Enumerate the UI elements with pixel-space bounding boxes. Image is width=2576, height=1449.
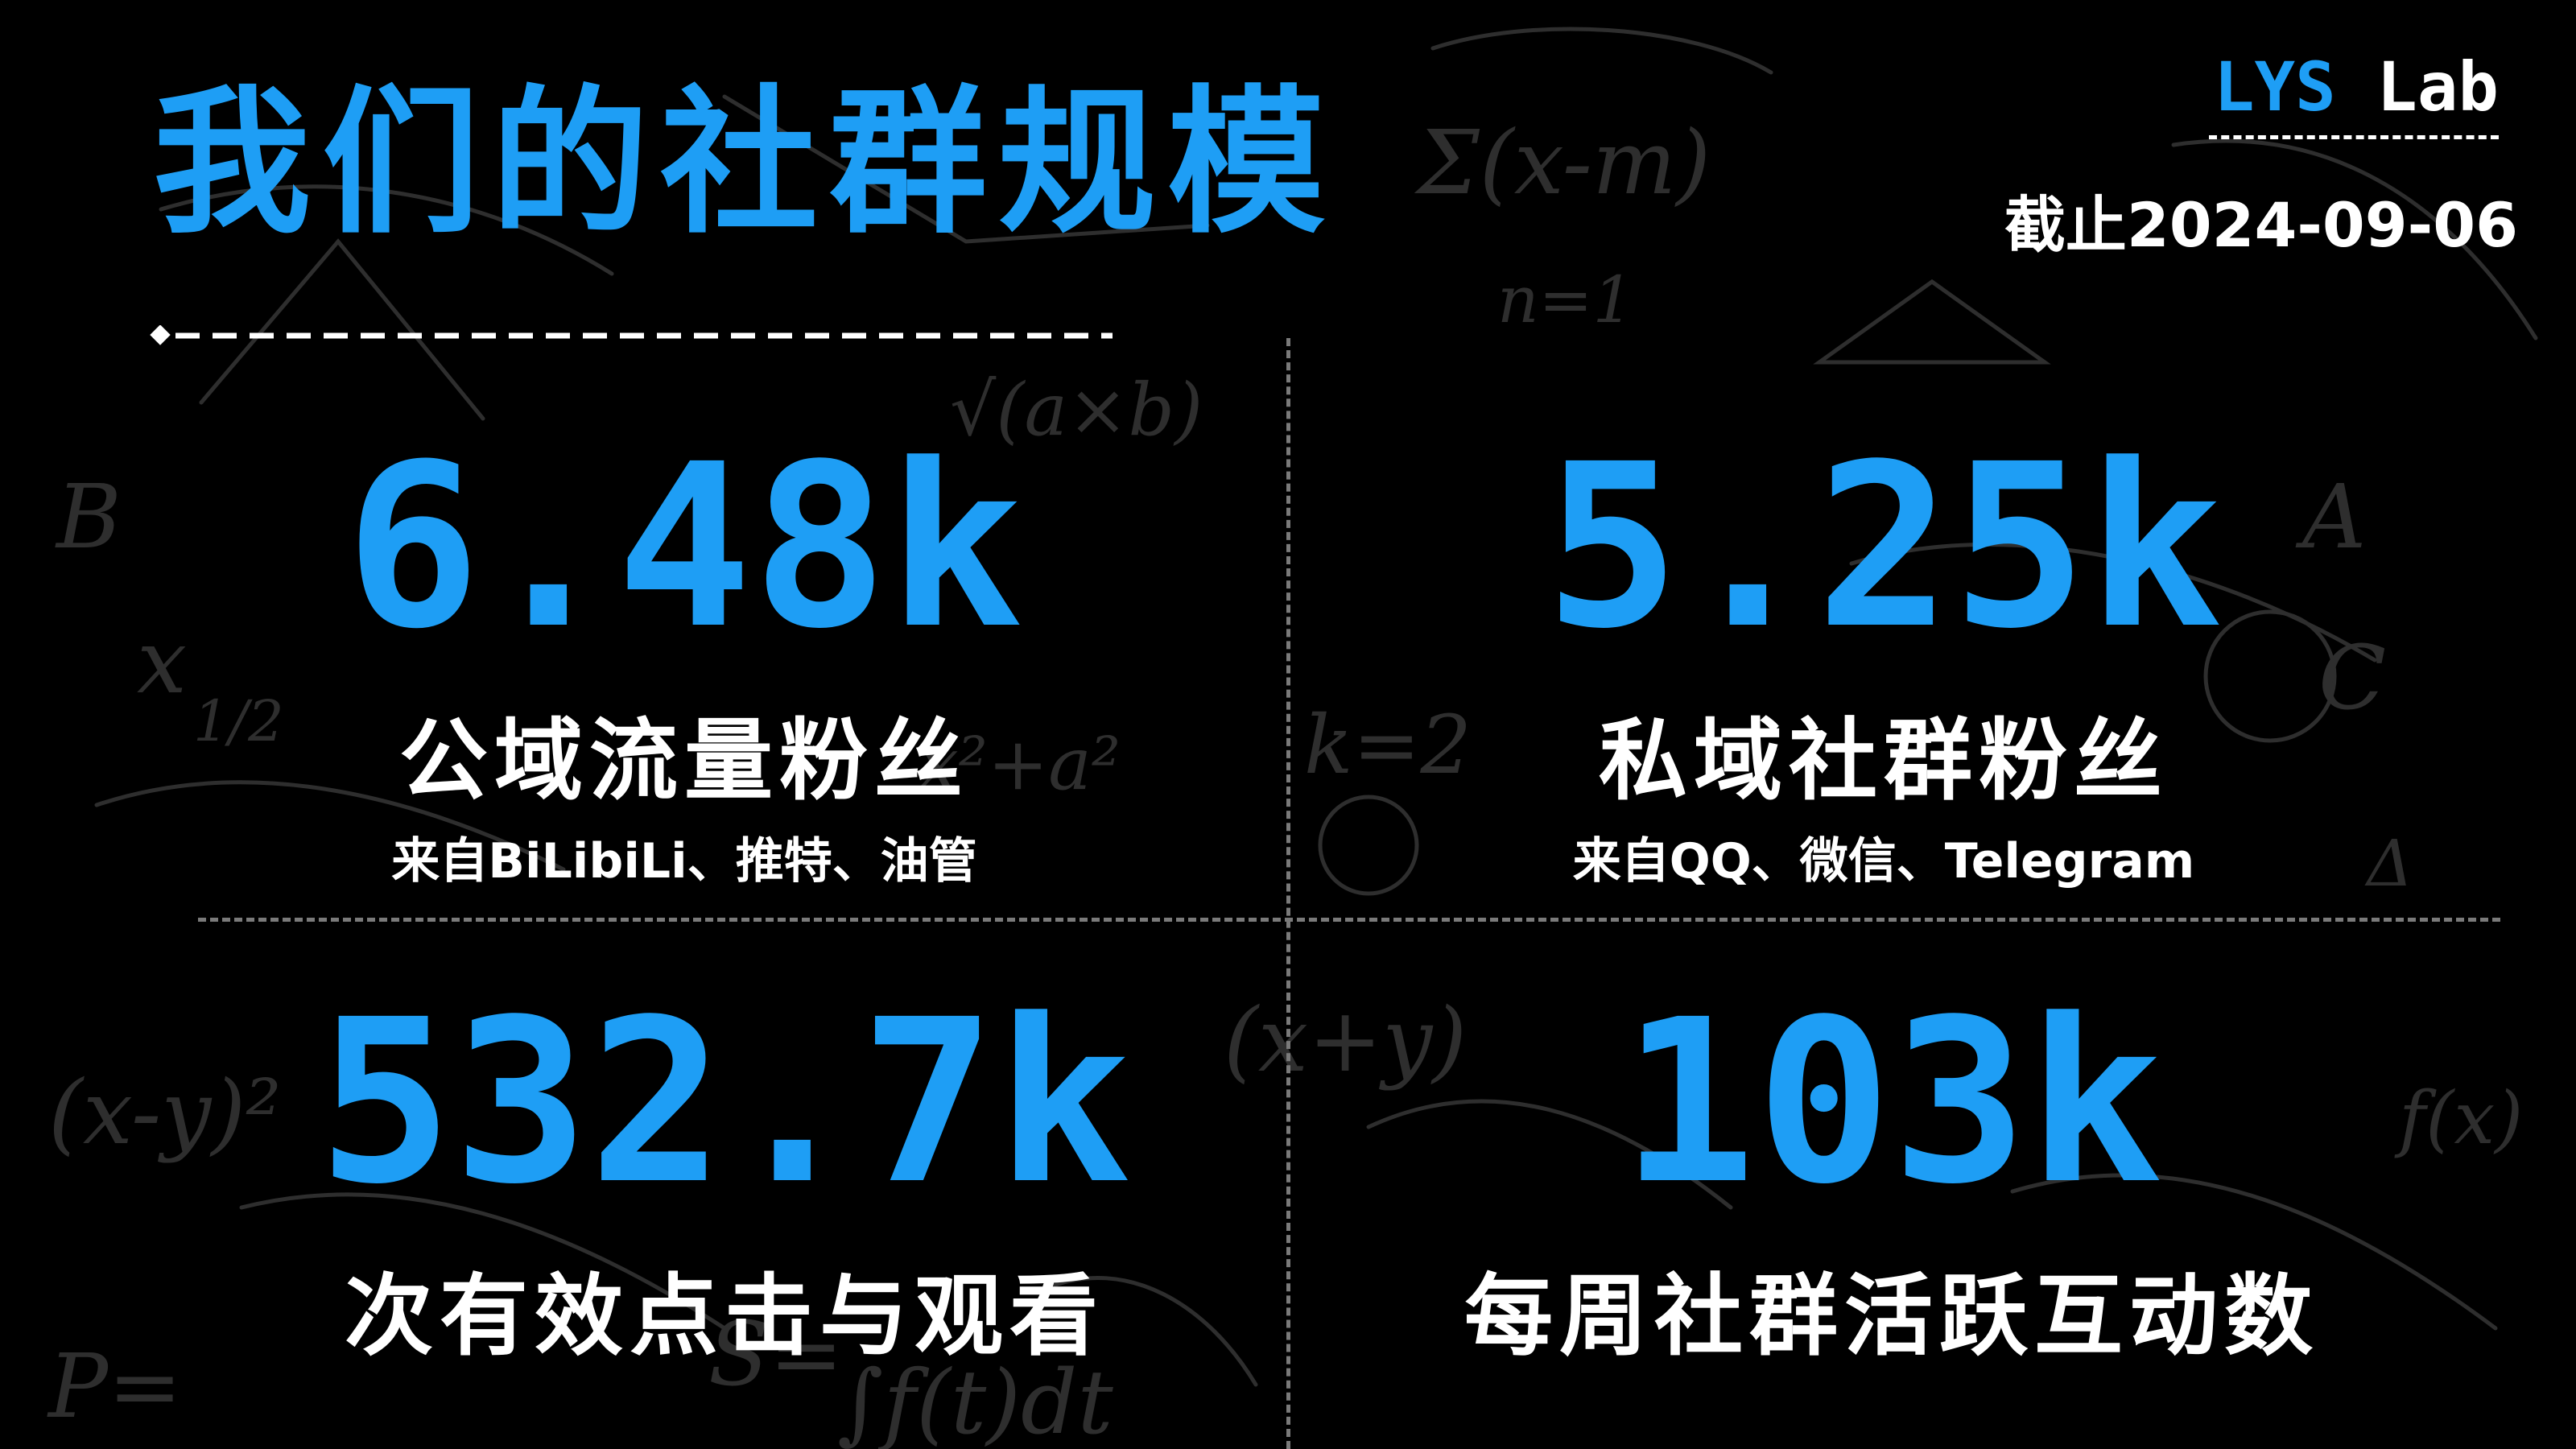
stat-weekly-interactions: 103k 每周社群活跃互动数 (1401, 990, 2383, 1360)
brand-name-part1: LYS (2213, 47, 2336, 126)
page-title: 我们的社群规模 (153, 72, 1337, 255)
bg-formula-17: Δ (2364, 826, 2413, 901)
bg-formula-8: k=2 (1304, 698, 1472, 792)
stat-label: 私域社群粉丝 (1599, 709, 2169, 812)
bg-formula-14: ∫f(t)dt (837, 1351, 1113, 1449)
stat-value: 5.25k (1544, 416, 2223, 679)
stat-label: 每周社群活跃互动数 (1464, 1265, 2319, 1368)
bg-formula-6: 1/2 (193, 688, 284, 754)
bg-formula-1: Σ(x-m) (1414, 111, 1711, 214)
bg-formula-5: x (137, 610, 187, 713)
stat-value: 532.7k (317, 972, 1132, 1234)
stat-label: 次有效点击与观看 (345, 1265, 1104, 1368)
bg-formula-15: A (2295, 465, 2366, 568)
brand-name: LYS Lab (2209, 53, 2499, 121)
bg-formula-9: (x-y)² (48, 1061, 281, 1164)
stat-views: 532.7k 次有效点击与观看 (193, 990, 1256, 1360)
diamond-icon (150, 325, 171, 345)
brand-underline (2209, 135, 2499, 139)
bg-formula-3: √(a×b) (950, 368, 1203, 452)
stat-value: 6.48k (345, 416, 1024, 679)
bg-formula-2: n=1 (1497, 262, 1633, 337)
bg-formula-4: B (55, 465, 122, 568)
bg-formula-10: (x+y) (1224, 989, 1467, 1092)
stat-value: 103k (1620, 972, 2164, 1234)
cutoff-date: 截止2024-09-06 (2004, 189, 2518, 261)
brand-logo: LYS Lab (2209, 53, 2499, 139)
stat-source: 来自QQ、微信、Telegram (1572, 833, 2195, 890)
stat-source: 来自BiLibiLi、推特、油管 (391, 833, 977, 890)
brand-name-part2: Lab (2335, 47, 2499, 126)
title-underline (150, 325, 1113, 345)
bg-formula-11: f(x) (2394, 1076, 2523, 1161)
bg-formula-16: C (2318, 626, 2386, 729)
vertical-divider (1286, 338, 1290, 1449)
bg-formula-13: S= (708, 1302, 844, 1406)
bg-formula-12: P= (47, 1335, 182, 1438)
horizontal-divider (198, 918, 2500, 922)
stat-private-followers: 5.25k 私域社群粉丝 来自QQ、微信、Telegram (1401, 435, 2367, 886)
stat-public-followers: 6.48k 公域流量粉丝 来自BiLibiLi、推特、油管 (242, 435, 1127, 886)
stat-label: 公域流量粉丝 (399, 709, 969, 812)
bg-formula-7: x²+a² (918, 722, 1121, 807)
